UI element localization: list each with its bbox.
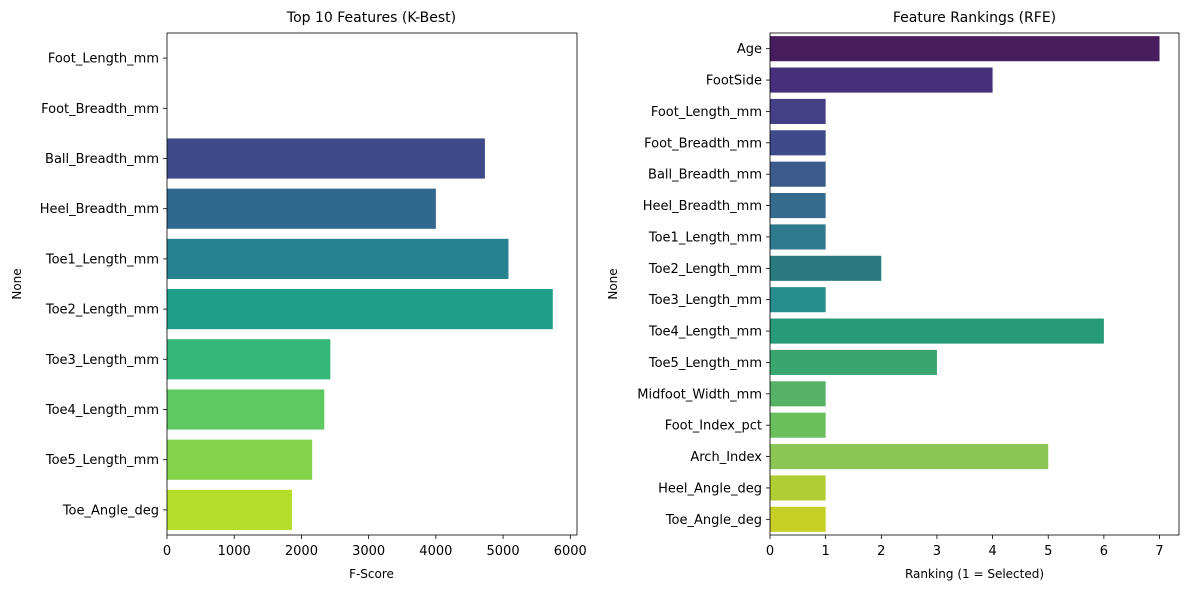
x-tick-label: 5000: [487, 544, 520, 559]
y-tick-label: Heel_Angle_deg: [658, 481, 762, 496]
y-tick-label: Toe5_Length_mm: [45, 453, 159, 468]
y-tick-label: Toe3_Length_mm: [45, 353, 159, 368]
bar-group: [770, 36, 1160, 532]
y-tick-label: Toe4_Length_mm: [45, 403, 159, 418]
y-tick-group: Foot_Length_mm Foot_Breadth_mm Ball_Breadt…: [40, 52, 167, 518]
y-tick-label: Toe_Angle_deg: [665, 513, 762, 528]
rfe-chart: Feature Rankings (RFE) Age FootSide Foot_L…: [606, 10, 1180, 581]
x-tick-label: 3000: [352, 544, 385, 559]
y-axis-label: None: [10, 268, 24, 299]
y-tick-label: Arch_Index: [690, 450, 762, 465]
bar-toe3-length-mm: [167, 339, 331, 380]
bar-heel-breadth-mm: [770, 193, 826, 219]
bar-toe1-length-mm: [167, 238, 509, 279]
bar-midfoot-width-mm: [770, 381, 826, 407]
plot-frame: [769, 32, 1180, 536]
bar-toe1-length-mm: [770, 224, 826, 250]
x-tick-label: 6000: [554, 544, 587, 559]
y-tick-label: Toe5_Length_mm: [648, 356, 762, 371]
bar-toe5-length-mm: [167, 439, 313, 480]
x-tick-label: 2000: [285, 544, 318, 559]
y-tick-label: Ball_Breadth_mm: [648, 168, 762, 183]
x-tick-label: 7: [1155, 544, 1163, 559]
x-tick-label: 4000: [419, 544, 452, 559]
bar-ball-breadth-mm: [167, 138, 485, 179]
y-tick-label: Midfoot_Width_mm: [637, 387, 762, 402]
bar-toe2-length-mm: [167, 289, 553, 330]
x-tick-label: 0: [766, 544, 774, 559]
x-tick-label: 3: [933, 544, 941, 559]
bar-foot-index-pct: [770, 412, 826, 438]
y-tick-label: FootSide: [706, 74, 762, 89]
y-tick-label: Age: [737, 42, 762, 57]
x-tick-label: 5: [1044, 544, 1052, 559]
x-tick-label: 6: [1100, 544, 1108, 559]
y-tick-label: Foot_Length_mm: [48, 52, 159, 67]
y-tick-label: Toe1_Length_mm: [45, 252, 159, 267]
chart-title: Feature Rankings (RFE): [893, 10, 1056, 26]
x-tick-label: 4: [988, 544, 996, 559]
bar-toe2-length-mm: [770, 255, 882, 281]
x-axis-label: Ranking (1 = Selected): [905, 567, 1044, 581]
chart-title: Top 10 Features (K-Best): [286, 10, 456, 26]
kbest-chart: Top 10 Features (K-Best) Foot_Length_mmF…: [10, 10, 587, 581]
y-tick-label: Foot_Index_pct: [665, 419, 762, 434]
bar-toe5-length-mm: [770, 349, 937, 375]
x-tick-label: 1: [822, 544, 830, 559]
y-tick-label: Heel_Breadth_mm: [40, 202, 159, 217]
y-tick-label: Toe2_Length_mm: [648, 262, 762, 277]
y-tick-group: Age FootSide Foot_Length_mm Foot_Breadth_mm…: [637, 42, 770, 528]
y-tick-label: Toe2_Length_mm: [45, 303, 159, 318]
y-tick-label: Foot_Length_mm: [651, 105, 762, 120]
bar-group: [167, 138, 553, 530]
bar-age: [770, 36, 1160, 62]
y-axis-label: None: [606, 268, 620, 299]
y-tick-label: Toe_Angle_deg: [62, 503, 159, 518]
bar-toe4-length-mm: [167, 389, 325, 430]
bar-arch-index: [770, 444, 1049, 470]
x-axis-label: F-Score: [349, 567, 394, 581]
y-tick-label: Heel_Breadth_mm: [643, 199, 762, 214]
x-tick-group: 0 1000 2000 3000 4000 5000 6000: [163, 535, 587, 559]
x-tick-label: 1000: [218, 544, 251, 559]
bar-toe4-length-mm: [770, 318, 1104, 344]
bar-toe-angle-deg: [770, 506, 826, 532]
bar-foot-length-mm: [770, 98, 826, 124]
y-tick-label: Toe1_Length_mm: [648, 230, 762, 245]
bar-toe3-length-mm: [770, 287, 826, 313]
y-tick-label: Toe3_Length_mm: [648, 293, 762, 308]
bar-foot-breadth-mm: [770, 130, 826, 156]
y-tick-label: Toe4_Length_mm: [648, 325, 762, 340]
y-tick-label: Foot_Breadth_mm: [644, 136, 762, 151]
bar-heel-breadth-mm: [167, 188, 436, 229]
x-tick-label: 2: [877, 544, 885, 559]
y-tick-label: Foot_Breadth_mm: [41, 102, 159, 117]
bar-heel-angle-deg: [770, 475, 826, 501]
bar-toe-angle-deg: [167, 489, 293, 530]
x-tick-group: 0 1 2 3 4 5 6 7: [766, 535, 1164, 559]
y-tick-label: Ball_Breadth_mm: [45, 152, 159, 167]
bar-ball-breadth-mm: [770, 161, 826, 187]
x-tick-label: 0: [163, 544, 171, 559]
bar-footside: [770, 67, 993, 93]
plot-frame: [166, 32, 578, 536]
